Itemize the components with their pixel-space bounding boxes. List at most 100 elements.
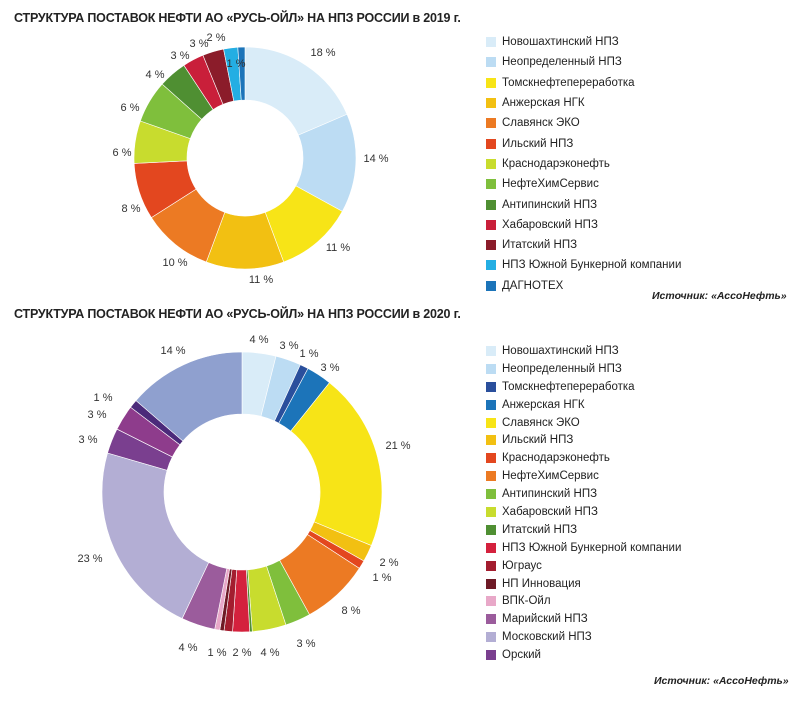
chart-2020-legend-item: Томскнефтепереработка: [486, 378, 681, 396]
chart-2020-legend-swatch: [486, 435, 496, 446]
chart-2019-legend-label: Славянск ЭКО: [502, 117, 580, 130]
chart-2019-legend: Новошахтинский НПЗ Неопределенный НПЗ Томс…: [486, 32, 681, 296]
chart-2019-legend-label: Итатский НПЗ: [502, 239, 578, 252]
chart-2020-value-label-8: 8 %: [342, 605, 361, 617]
chart-2019-value-label-1: 18 %: [310, 47, 335, 59]
chart-2019-legend-label: ДАГНОТЕХ: [502, 279, 564, 292]
chart-2019-legend-label: НефтеХимСервис: [502, 178, 599, 191]
chart-2020-legend-label: НефтеХимСервис: [502, 470, 599, 483]
chart-2019-legend-label: Краснодарэконефть: [502, 157, 610, 170]
chart-2019-legend-label: Ильский НПЗ: [502, 137, 574, 150]
chart-2020-legend-label: Анжерская НГК: [502, 398, 585, 411]
chart-2019-legend-item: Неопределенный НПЗ: [486, 52, 681, 72]
chart-2019-value-label-10: 3 %: [171, 50, 190, 62]
chart-2019-legend-swatch: [486, 199, 496, 210]
chart-2020-source: Источник: «АссоНефть»: [654, 675, 789, 687]
chart-2019-legend-swatch: [486, 179, 496, 190]
chart-2019-legend-swatch: [486, 77, 496, 88]
chart-2020-value-label-7: 1 %: [373, 572, 392, 584]
chart-2019-legend-item: Анжерская НГК: [486, 93, 681, 113]
chart-2020-legend-label: Краснодарэконефть: [502, 452, 610, 465]
chart-2020-legend-label: Славянск ЭКО: [502, 416, 580, 429]
chart-2019-slice-13: ДАГНОТЕХ: [237, 46, 246, 101]
chart-2020-legend-item: Итатский НПЗ: [486, 521, 681, 539]
chart-2019-legend-swatch: [486, 158, 496, 169]
chart-2019-legend-item: Хабаровский НПЗ: [486, 215, 681, 235]
chart-2020-legend-label: Юграус: [502, 559, 542, 572]
chart-2019-legend-swatch: [486, 138, 496, 149]
chart-2019-value-label-7: 6 %: [113, 147, 132, 159]
chart-2019-legend-swatch: [486, 37, 496, 48]
chart-2020-legend-item: Юграус: [486, 557, 681, 575]
chart-2019-legend-item: Краснодарэконефть: [486, 154, 681, 174]
chart-2019-legend-item: Новошахтинский НПЗ: [486, 32, 681, 52]
chart-2019-legend-label: Томскнефтепереработка: [502, 76, 635, 89]
chart-2020-legend-item: Хабаровский НПЗ: [486, 503, 681, 521]
chart-2019-legend-swatch: [486, 57, 496, 68]
chart-2020-value-label-11: 2 %: [233, 647, 252, 659]
chart-2020-legend-item: Краснодарэконефть: [486, 449, 681, 467]
chart-2020-value-label-6: 2 %: [380, 557, 399, 569]
chart-2019-legend-label: Антипинский НПЗ: [502, 198, 598, 211]
chart-2019-source: Источник: «АссоНефть»: [652, 290, 787, 302]
chart-2020-legend-swatch: [486, 506, 496, 517]
chart-2020-legend-item: Ильский НПЗ: [486, 431, 681, 449]
chart-2020-title: СТРУКТУРА ПОСТАВОК НЕФТИ АО «РУСЬ-ОЙЛ» Н…: [14, 307, 461, 321]
chart-2020-value-label-14: 23 %: [77, 553, 102, 565]
chart-2020-legend-label: Неопределенный НПЗ: [502, 362, 622, 375]
chart-2020-legend-swatch: [486, 489, 496, 500]
chart-2020-legend-swatch: [486, 381, 496, 392]
chart-2020-value-label-18: 14 %: [160, 345, 185, 357]
chart-2019-value-label-4: 11 %: [249, 274, 273, 286]
chart-2019-value-label-3: 11 %: [326, 242, 350, 254]
chart-2019-value-label-6: 8 %: [122, 203, 141, 215]
chart-2020-legend-label: Ильский НПЗ: [502, 434, 574, 447]
chart-2020-value-label-1: 4 %: [250, 334, 269, 346]
chart-2020-legend-label: Антипинский НПЗ: [502, 488, 598, 501]
chart-2020-slice-17: Московский НПЗ: [101, 452, 210, 619]
chart-2019-legend-item: ДАГНОТЕХ: [486, 276, 681, 296]
chart-2020-legend-item: НП Инновация: [486, 575, 681, 593]
chart-2019-legend-label: НПЗ Южной Бункерной компании: [502, 259, 682, 272]
chart-2020-legend-item: Неопределенный НПЗ: [486, 360, 681, 378]
chart-2019-value-label-8: 6 %: [121, 102, 140, 114]
chart-2019-value-label-12: 2 %: [207, 32, 226, 44]
chart-2020-value-label-17: 1 %: [94, 392, 113, 404]
chart-2019-legend-swatch: [486, 219, 496, 230]
chart-2020-legend-label: Новошахтинский НПЗ: [502, 344, 619, 357]
chart-2020-value-label-3: 1 %: [300, 348, 319, 360]
chart-2019-legend-item: Итатский НПЗ: [486, 235, 681, 255]
chart-2020-legend-label: НП Инновация: [502, 577, 581, 590]
chart-2020-legend-swatch: [486, 614, 496, 625]
chart-2020-legend-label: Орский: [502, 649, 541, 662]
chart-2019-legend-label: Анжерская НГК: [502, 97, 585, 110]
chart-2020-legend-swatch: [486, 650, 496, 661]
chart-2020-legend-label: Томскнефтепереработка: [502, 380, 635, 393]
chart-2020-slice-21: Московский НПЗ (2): [135, 351, 243, 442]
chart-2020-legend-swatch: [486, 345, 496, 356]
chart-2019-legend-swatch: [486, 240, 496, 251]
chart-2020-legend-swatch: [486, 399, 496, 410]
chart-2020-legend-item: Орский: [486, 646, 681, 664]
chart-2019-legend-item: Славянск ЭКО: [486, 113, 681, 133]
chart-2020-legend-swatch: [486, 578, 496, 589]
chart-2019-legend-label: Хабаровский НПЗ: [502, 218, 598, 231]
chart-2020-legend-item: Антипинский НПЗ: [486, 485, 681, 503]
chart-2020-value-label-16: 3 %: [88, 409, 107, 421]
chart-2020-legend-item: Славянск ЭКО: [486, 414, 681, 432]
chart-2019-legend-swatch: [486, 118, 496, 129]
chart-2019-title: СТРУКТУРА ПОСТАВОК НЕФТИ АО «РУСЬ-ОЙЛ» Н…: [14, 11, 461, 25]
chart-2020-legend-item: Новошахтинский НПЗ: [486, 342, 681, 360]
chart-2020-legend-swatch: [486, 542, 496, 553]
chart-2020-legend-swatch: [486, 471, 496, 482]
chart-2019-legend-item: Ильский НПЗ: [486, 133, 681, 153]
chart-2020-legend-item: НефтеХимСервис: [486, 467, 681, 485]
chart-2020-legend-label: ВПК-Ойл: [502, 595, 551, 608]
chart-2020-value-label-9: 3 %: [297, 638, 316, 650]
chart-2020-legend-item: ВПК-Ойл: [486, 592, 681, 610]
chart-2020-legend-item: Московский НПЗ: [486, 628, 681, 646]
chart-2020-legend-swatch: [486, 453, 496, 464]
chart-2020-legend-swatch: [486, 363, 496, 374]
chart-2020-value-label-4: 3 %: [321, 362, 340, 374]
